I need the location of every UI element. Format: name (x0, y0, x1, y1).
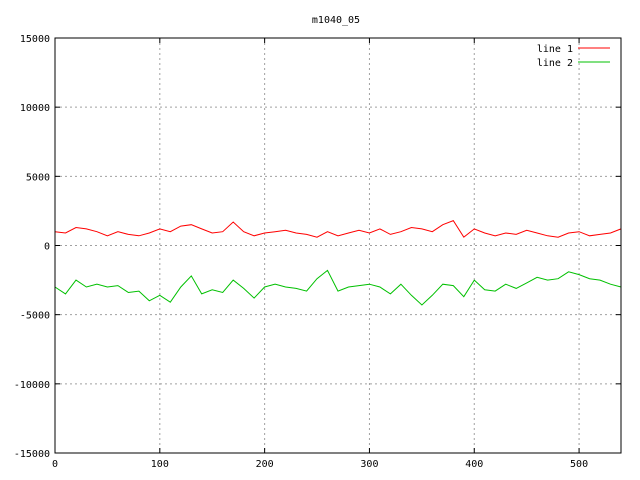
legend-label: line 1 (537, 44, 573, 55)
legend: line 1 line 2 (537, 44, 610, 69)
axis-ticks: 0 100 200 300 400 500 -15000 -10000 -5000 0 5000 10… (14, 34, 621, 470)
x-tick-label: 200 (256, 459, 274, 470)
series-line-1 (54, 219, 622, 238)
legend-label: line 2 (537, 58, 573, 69)
chart-title: m1040_05 (312, 15, 360, 26)
x-tick-label: 400 (465, 459, 483, 470)
y-tick-label: 5000 (26, 172, 50, 183)
y-tick-label: 0 (44, 242, 50, 253)
y-tick-label: -5000 (20, 311, 50, 322)
x-tick-label: 300 (360, 459, 378, 470)
grid (55, 38, 621, 453)
y-tick-label: 15000 (20, 34, 50, 45)
y-tick-label: -15000 (14, 449, 50, 460)
series-layer (54, 219, 622, 306)
x-tick-label: 100 (151, 459, 169, 470)
y-tick-label: 10000 (20, 103, 50, 114)
series-line-2 (54, 269, 622, 306)
x-tick-label: 500 (570, 459, 588, 470)
x-tick-label: 0 (52, 459, 58, 470)
y-tick-label: -10000 (14, 380, 50, 391)
